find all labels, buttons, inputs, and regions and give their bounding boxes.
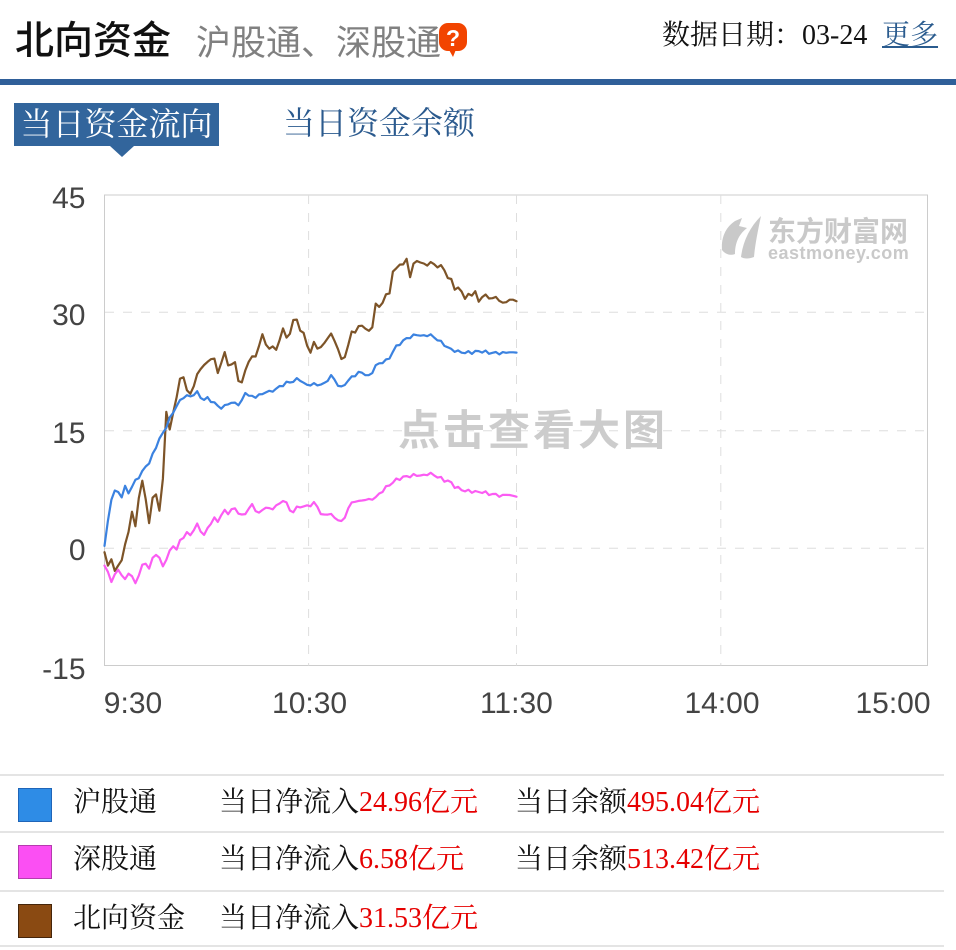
svg-text:9:30: 9:30: [104, 687, 162, 720]
svg-text:eastmoney.com: eastmoney.com: [768, 243, 909, 263]
svg-text:15: 15: [52, 417, 85, 450]
svg-text:45: 45: [52, 182, 85, 215]
svg-text:14:00: 14:00: [684, 687, 759, 720]
svg-text:11:30: 11:30: [480, 687, 553, 720]
svg-text:0: 0: [69, 534, 86, 567]
svg-text:东方财富网: 东方财富网: [768, 215, 908, 247]
svg-text:10:30: 10:30: [272, 687, 347, 720]
svg-text:?: ?: [446, 25, 460, 51]
svg-text:30: 30: [52, 299, 85, 332]
svg-text:点击查看大图: 点击查看大图: [398, 407, 668, 454]
svg-text:15:00: 15:00: [855, 687, 930, 720]
svg-text:-15: -15: [42, 653, 85, 686]
